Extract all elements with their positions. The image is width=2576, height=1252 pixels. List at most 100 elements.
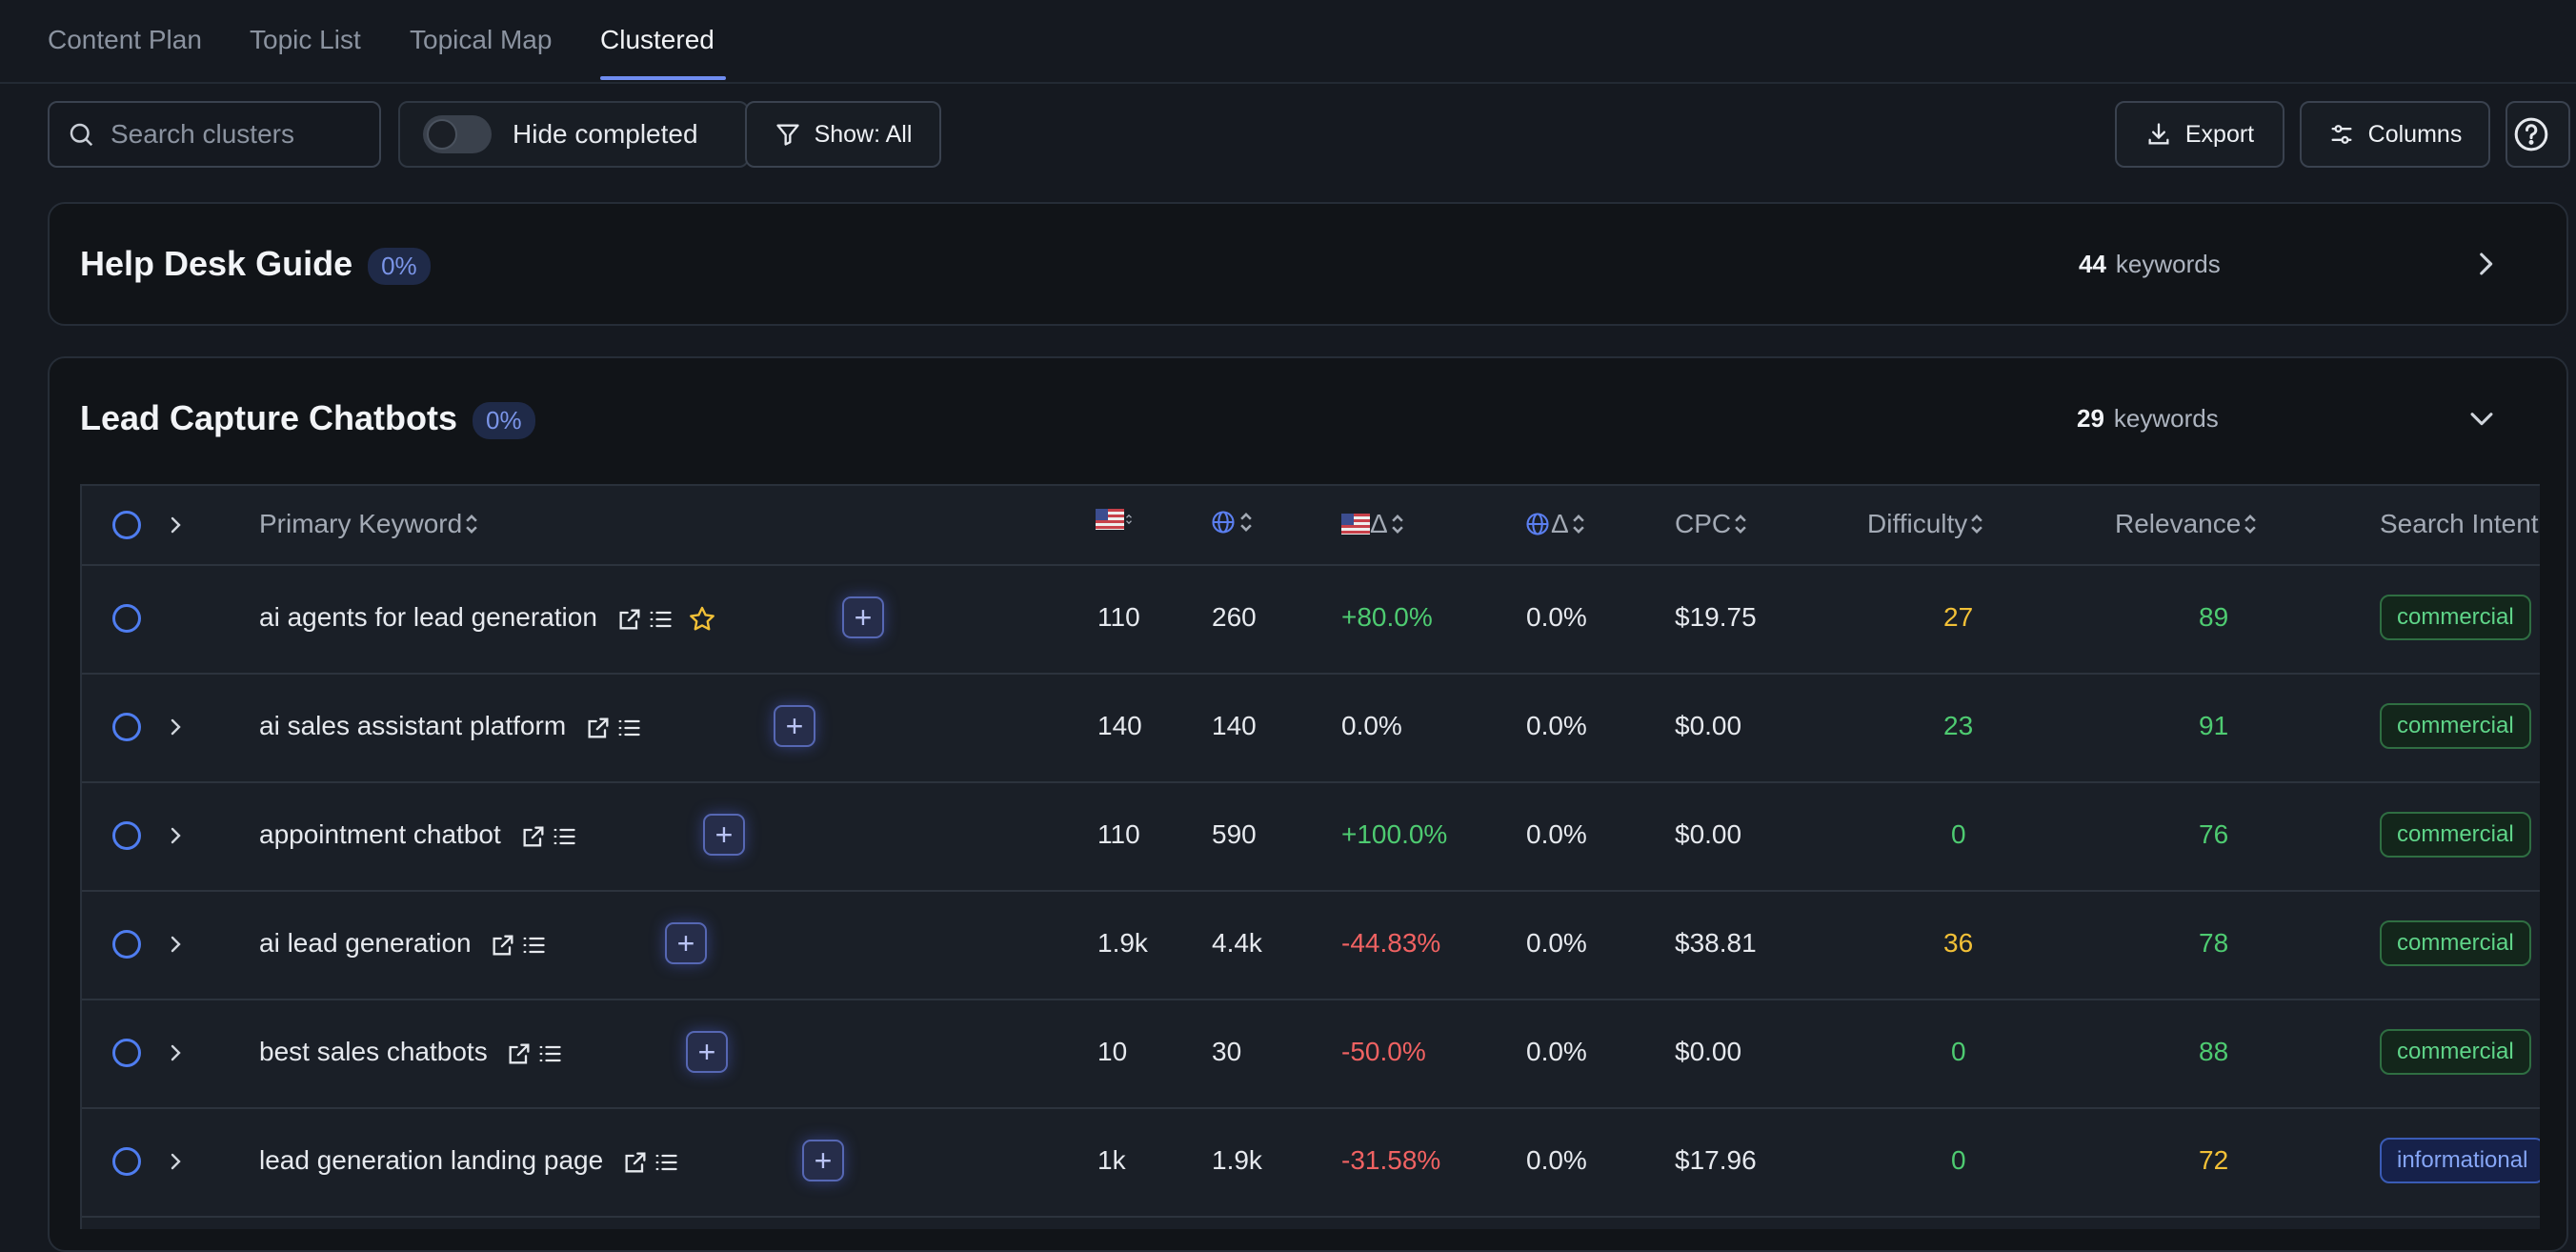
list-icon[interactable] (615, 715, 642, 741)
add-keyword-button[interactable]: + (842, 596, 884, 638)
row-checkbox[interactable] (112, 1039, 141, 1067)
keyword-text: best sales chatbots (259, 1037, 488, 1066)
header-us-delta[interactable]: Δ (1341, 509, 1407, 539)
add-keyword-button[interactable]: + (802, 1140, 844, 1181)
external-link-icon[interactable] (506, 1040, 533, 1067)
keyword-cell: best sales chatbots (259, 1037, 567, 1067)
add-keyword-button[interactable]: + (703, 814, 745, 856)
external-link-icon[interactable] (490, 932, 516, 959)
select-all-checkbox[interactable] (112, 511, 141, 539)
intent-badge: commercial (2380, 1029, 2531, 1075)
help-icon (2514, 117, 2548, 151)
header-relevance[interactable]: Relevance (2115, 509, 2260, 539)
expand-all-chevron-icon[interactable] (164, 512, 187, 538)
header-global-volume[interactable] (1210, 509, 1256, 535)
export-button[interactable]: Export (2115, 101, 2284, 168)
chevron-right-icon[interactable] (2469, 248, 2502, 280)
header-difficulty[interactable]: Difficulty (1867, 509, 1986, 539)
table-header: Primary Keyword Δ Δ CPC Difficulty (82, 486, 2540, 566)
hide-completed-control[interactable]: Hide completed (398, 101, 749, 168)
global-volume: 590 (1212, 819, 1257, 849)
keyword-count-label: keywords (2115, 250, 2221, 278)
row-checkbox[interactable] (112, 930, 141, 959)
star-icon[interactable] (687, 604, 717, 635)
global-volume: 30 (1212, 1037, 1242, 1066)
add-keyword-button[interactable]: + (686, 1031, 728, 1073)
header-search-intent[interactable]: Search Intent (2380, 509, 2539, 538)
sliders-icon (2331, 125, 2352, 144)
global-delta: 0.0% (1526, 928, 1587, 958)
header-us-volume[interactable] (1096, 509, 1134, 530)
relevance-value: 88 (2199, 1037, 2229, 1066)
hide-completed-toggle[interactable] (423, 115, 492, 153)
table-row[interactable]: ai lead generation + 1.9k 4.4k -44.83% 0… (82, 890, 2540, 1000)
keyword-cell: appointment chatbot (259, 819, 581, 850)
row-checkbox[interactable] (112, 604, 141, 633)
external-link-icon[interactable] (585, 715, 612, 741)
help-button[interactable] (2506, 101, 2570, 168)
global-volume: 1.9k (1212, 1145, 1262, 1175)
external-link-icon[interactable] (616, 606, 643, 633)
table-row[interactable]: ai agents for lead generation + 110 260 … (82, 564, 2540, 675)
columns-button[interactable]: Columns (2300, 101, 2490, 168)
keyword-count-number: 44 (2079, 250, 2106, 278)
header-global-delta[interactable]: Δ (1524, 509, 1588, 539)
row-checkbox[interactable] (112, 821, 141, 850)
completion-badge: 0% (368, 247, 431, 285)
table-row[interactable]: lead generation landing page + 1k 1.9k -… (82, 1107, 2540, 1218)
show-filter-button[interactable]: Show: All (745, 101, 941, 168)
list-icon[interactable] (653, 1149, 679, 1176)
search-input[interactable] (109, 118, 370, 151)
sort-icon (1971, 515, 1983, 534)
table-row[interactable]: appointment chatbot + 110 590 +100.0% 0.… (82, 781, 2540, 892)
header-cpc[interactable]: CPC (1675, 509, 1750, 539)
list-icon[interactable] (647, 606, 674, 633)
header-primary-keyword[interactable]: Primary Keyword (259, 509, 481, 539)
table-row[interactable]: ai sales assistant platform + 140 140 0.… (82, 673, 2540, 783)
keyword-count-label: keywords (2113, 404, 2219, 433)
keyword-text: ai agents for lead generation (259, 602, 597, 632)
difficulty-value: 0 (1951, 1145, 1966, 1175)
chevron-right-icon[interactable] (164, 1040, 187, 1066)
us-volume: 110 (1097, 602, 1140, 632)
cluster-card-help-desk-guide[interactable]: Help Desk Guide 0% 44 keywords (48, 202, 2568, 326)
tab-topic-list[interactable]: Topic List (250, 25, 361, 54)
relevance-value: 76 (2199, 819, 2229, 849)
search-icon (70, 123, 93, 147)
delta-symbol: Δ (1370, 509, 1388, 538)
chevron-right-icon[interactable] (164, 1148, 187, 1175)
us-delta: -50.0% (1341, 1037, 1426, 1066)
list-icon[interactable] (551, 823, 577, 850)
keyword-text: ai lead generation (259, 928, 472, 958)
intent-badge: commercial (2380, 812, 2531, 858)
global-volume: 260 (1212, 602, 1257, 632)
search-box (48, 101, 381, 168)
external-link-icon[interactable] (520, 823, 547, 850)
cluster-title-text: Lead Capture Chatbots (80, 398, 458, 437)
intent-badge: commercial (2380, 703, 2531, 749)
show-filter-label: Show: All (814, 120, 913, 148)
filter-icon (775, 124, 799, 146)
row-checkbox[interactable] (112, 1147, 141, 1176)
relevance-value: 78 (2199, 928, 2229, 958)
list-icon[interactable] (520, 932, 547, 959)
global-delta: 0.0% (1526, 602, 1587, 632)
chevron-right-icon[interactable] (164, 822, 187, 849)
keyword-cell: ai agents for lead generation (259, 602, 721, 635)
tab-topical-map[interactable]: Topical Map (410, 25, 553, 54)
keyword-count: 44 keywords (2079, 250, 2221, 279)
external-link-icon[interactable] (622, 1149, 649, 1176)
table-row[interactable]: best sales chatbots + 10 30 -50.0% 0.0% … (82, 999, 2540, 1109)
cpc-value: $0.00 (1675, 819, 1742, 849)
add-keyword-button[interactable]: + (665, 922, 707, 964)
chevron-right-icon[interactable] (164, 714, 187, 740)
tab-clustered[interactable]: Clustered (600, 25, 714, 54)
us-volume: 1.9k (1097, 928, 1148, 958)
tab-content-plan[interactable]: Content Plan (48, 25, 202, 54)
list-icon[interactable] (536, 1040, 563, 1067)
chevron-right-icon[interactable] (164, 931, 187, 958)
add-keyword-button[interactable]: + (774, 705, 815, 747)
row-checkbox[interactable] (112, 713, 141, 741)
chevron-down-icon[interactable] (2465, 402, 2498, 434)
global-volume: 4.4k (1212, 928, 1262, 958)
